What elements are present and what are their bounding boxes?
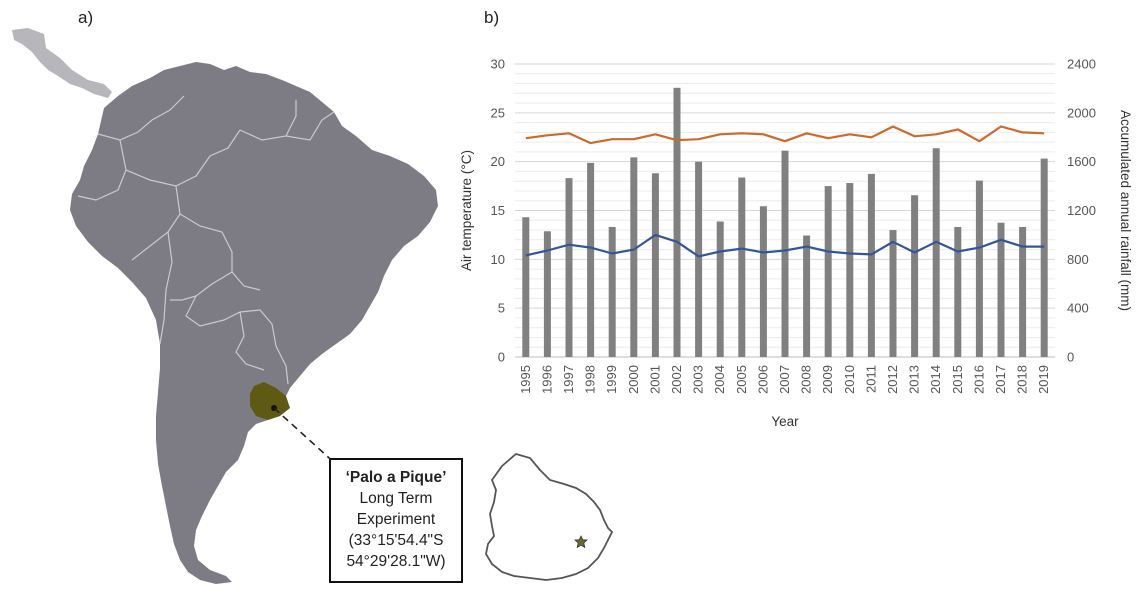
rainfall-bar-2013: [911, 195, 919, 357]
callout-leader-line: [273, 407, 339, 467]
right-tick-label: 400: [1067, 301, 1089, 316]
x-tick-label: 2012: [885, 365, 900, 394]
temperature-series-line-2: [525, 233, 1045, 258]
x-tick-label: 2018: [1015, 365, 1030, 394]
x-tick-label: 2002: [669, 365, 684, 394]
x-tick-label: 2006: [755, 365, 770, 394]
south-america-map: [12, 28, 438, 584]
left-tick-label: 10: [491, 252, 505, 267]
right-tick-label: 0: [1067, 350, 1074, 365]
left-axis-ticks: 0 5 10 15 20 25 30: [491, 57, 505, 365]
x-tick-label: 2015: [950, 365, 965, 394]
left-tick-label: 30: [491, 57, 505, 72]
right-axis-ticks: 0 400 800 1200 1600 2000 2400: [1067, 57, 1096, 365]
callout-coordinate-lat: (33°15'54.4"S: [348, 532, 444, 549]
x-tick-label: 2000: [626, 365, 641, 394]
temperature-series-line-1: [525, 125, 1045, 145]
left-tick-label: 25: [491, 105, 505, 120]
country-borders: [77, 95, 335, 385]
x-tick-label: 1999: [604, 365, 619, 394]
rainfall-bar-2003: [695, 161, 703, 357]
x-tick-label: 2009: [820, 365, 835, 394]
right-tick-label: 1600: [1067, 154, 1096, 169]
left-tick-label: 20: [491, 154, 505, 169]
temperature-lines: [525, 125, 1045, 258]
rainfall-bar-2007: [781, 150, 789, 357]
x-tick-label: 2004: [712, 365, 727, 394]
callout-title: ‘Palo a Pique’: [345, 469, 447, 486]
rainfall-bar-2010: [846, 183, 854, 357]
chart-gridlines: [515, 63, 1055, 358]
x-axis-ticks: 1995 1996 1997 1998 1999 2000 2001 2002 2003 2004…: [518, 365, 1051, 394]
rainfall-bar-2015: [954, 226, 962, 357]
x-tick-label: 1995: [518, 365, 533, 394]
right-tick-label: 800: [1067, 252, 1089, 267]
rainfall-bar-2004: [716, 221, 724, 357]
right-axis-title: Accumulated annual rainfall (mm): [1118, 110, 1133, 311]
x-tick-label: 2017: [993, 365, 1008, 394]
rainfall-bar-1996: [543, 231, 551, 357]
rainfall-bar-2006: [759, 206, 767, 357]
rainfall-bars: [522, 87, 1048, 358]
rainfall-bar-2000: [630, 157, 638, 357]
panel-label-b: b): [484, 8, 500, 27]
site-callout-box: ‘Palo a Pique’ Long Term Experiment (33°…: [329, 458, 463, 583]
rainfall-bar-1997: [565, 178, 573, 357]
x-tick-label: 2010: [842, 365, 857, 394]
central-america-shape: [12, 28, 112, 98]
rainfall-bar-2008: [803, 235, 811, 357]
rainfall-bar-2012: [889, 230, 897, 357]
x-tick-label: 1997: [561, 365, 576, 394]
callout-line-1: Long Term: [359, 490, 433, 507]
x-tick-label: 2007: [777, 365, 792, 394]
uruguay-inset-map: [485, 453, 614, 581]
callout-line-2: Experiment: [356, 511, 436, 528]
x-tick-label: 2003: [691, 365, 706, 394]
left-axis-title: Air temperature (°C): [459, 150, 474, 271]
x-tick-label: 2014: [928, 365, 943, 394]
callout-coordinate-lon: 54°29'28.1"W): [346, 553, 446, 570]
rainfall-bar-2014: [932, 148, 940, 357]
right-tick-label: 2000: [1067, 105, 1096, 120]
x-tick-label: 2019: [1036, 365, 1051, 394]
x-tick-label: 2011: [863, 365, 878, 393]
star-marker-icon: [574, 535, 588, 549]
rainfall-bar-2017: [997, 222, 1005, 357]
rainfall-bar-2019: [1040, 158, 1048, 357]
x-tick-label: 2016: [971, 365, 986, 394]
x-tick-label: 2001: [647, 365, 662, 394]
rainfall-bar-1995: [522, 217, 530, 357]
rainfall-bar-2002: [673, 87, 681, 358]
x-tick-label: 1998: [583, 365, 598, 394]
uruguay-highlight: [250, 382, 290, 420]
rainfall-bar-2009: [824, 186, 832, 357]
right-tick-label: 2400: [1067, 57, 1096, 72]
climate-chart: 0 5 10 15 20 25 30 0 400 800 1200 1600 2000 2400 199…: [459, 57, 1133, 430]
rainfall-bar-1999: [608, 226, 616, 357]
left-tick-label: 5: [498, 301, 505, 316]
x-tick-label: 2005: [734, 365, 749, 394]
south-america-landmass: [70, 62, 438, 584]
rainfall-bar-1998: [587, 162, 595, 357]
panel-label-a: a): [78, 8, 94, 27]
rainfall-bar-2011: [867, 173, 875, 357]
rainfall-bar-2001: [651, 173, 659, 357]
left-tick-label: 15: [491, 203, 505, 218]
right-tick-label: 1200: [1067, 203, 1096, 218]
x-axis-title: Year: [771, 414, 799, 429]
uruguay-outline: [485, 453, 614, 581]
x-tick-label: 1996: [539, 365, 554, 394]
rainfall-bar-2005: [738, 177, 746, 357]
rainfall-bar-2016: [975, 180, 983, 357]
left-tick-label: 0: [498, 350, 505, 365]
x-tick-label: 2013: [907, 365, 922, 394]
rainfall-bar-2018: [1019, 226, 1027, 357]
x-tick-label: 2008: [799, 365, 814, 394]
